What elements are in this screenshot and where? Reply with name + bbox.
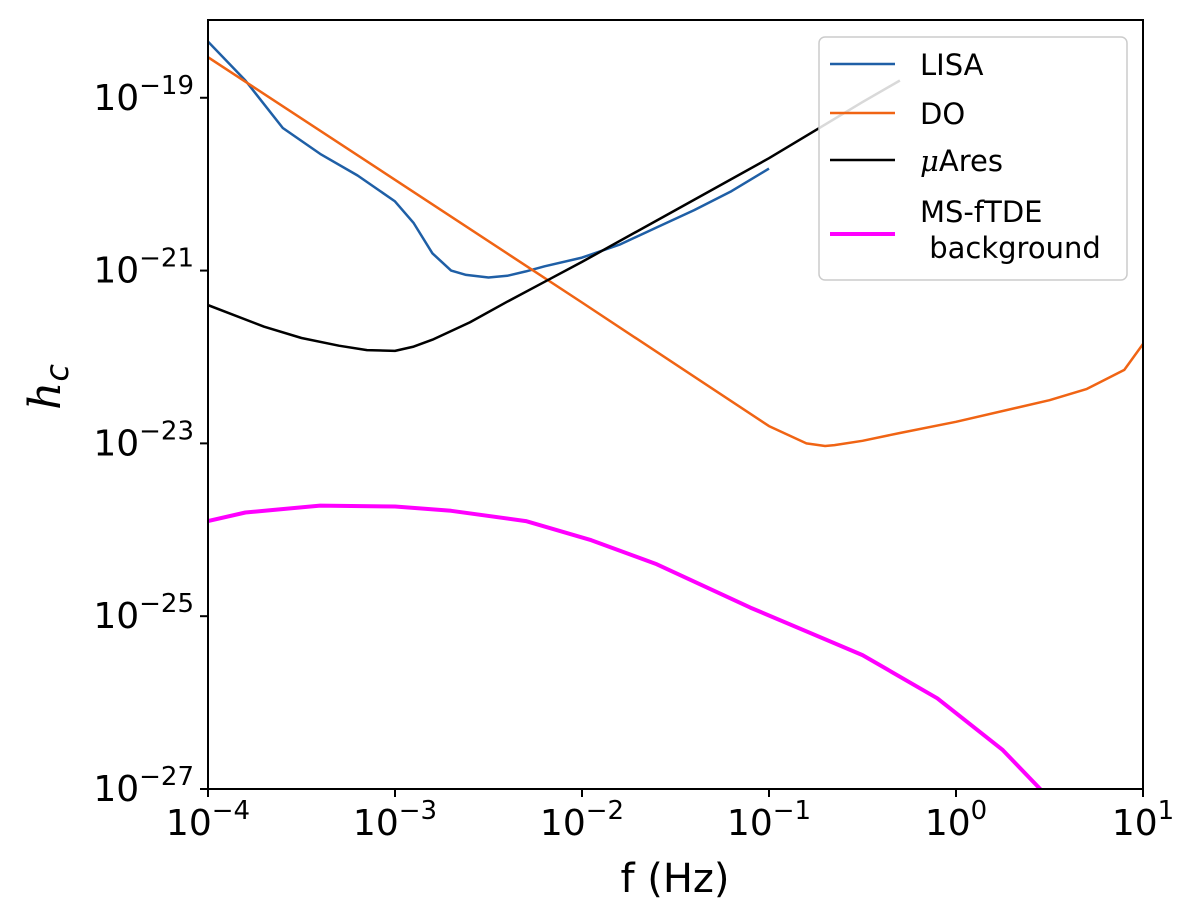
- y-tick-label: 10−23: [93, 416, 194, 464]
- series-line-ares: [208, 79, 901, 353]
- ticks-layer: 10−4 10−3 10−2 10−1 100 101 10−19 10−21 10−23 10−…: [93, 71, 1174, 844]
- x-tick-label: 100: [925, 796, 987, 844]
- series-line-lisa: [208, 40, 770, 279]
- y-axis-label: hc: [20, 364, 76, 410]
- legend-box: [818, 36, 1128, 281]
- series-line-do: [208, 56, 1143, 448]
- y-tick-label: 10−25: [93, 589, 194, 637]
- x-tick-label: 10−4: [166, 796, 250, 844]
- x-tick-label: 101: [1112, 796, 1174, 844]
- x-axis-label: f (Hz): [620, 856, 729, 902]
- y-axis-label-main: h: [20, 382, 71, 410]
- legend-label-muares: μAres: [920, 144, 1003, 178]
- x-tick-label: 10−1: [727, 796, 811, 844]
- plot-frame: [207, 19, 1144, 790]
- y-tick-label: 10−19: [93, 71, 194, 119]
- series-layer: [208, 40, 1143, 789]
- y-tick-label: 10−21: [93, 244, 194, 292]
- legend-label-lisa: LISA: [920, 48, 984, 82]
- y-tick-label: 10−27: [93, 762, 194, 810]
- series-line-ms-ftde: [208, 503, 1043, 789]
- legend-label-msftde: MS-fTDE background: [920, 195, 1101, 265]
- y-axis-label-subscript: c: [38, 364, 76, 382]
- x-tick-label: 10−2: [540, 796, 624, 844]
- legend-label-do: DO: [920, 97, 965, 131]
- x-tick-label: 10−3: [353, 796, 437, 844]
- legend: LISA DO μAres MS-fTDE background: [818, 36, 1128, 281]
